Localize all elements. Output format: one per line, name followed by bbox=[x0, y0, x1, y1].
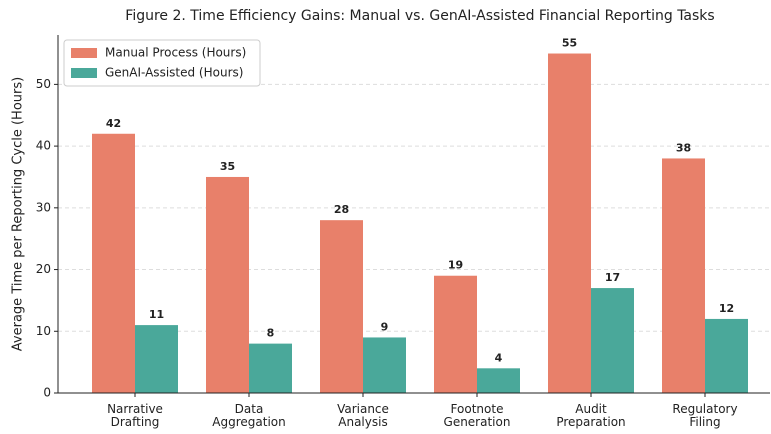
legend-label: GenAI-Assisted (Hours) bbox=[105, 66, 243, 80]
bar bbox=[92, 133, 135, 394]
value-label: 38 bbox=[676, 141, 691, 154]
legend-box bbox=[63, 39, 261, 87]
x-tick-label: Audit Preparation bbox=[556, 402, 625, 429]
value-label: 42 bbox=[106, 117, 121, 130]
x-tick-label: Variance Analysis bbox=[337, 402, 389, 429]
value-label: 55 bbox=[562, 37, 577, 50]
bar bbox=[548, 53, 591, 393]
value-label: 11 bbox=[149, 308, 164, 321]
bar bbox=[363, 337, 406, 393]
bar bbox=[135, 325, 178, 393]
y-axis-label: Average Time per Reporting Cycle (Hours) bbox=[11, 77, 26, 351]
value-label: 9 bbox=[381, 320, 389, 333]
y-tick-label: 30 bbox=[36, 200, 51, 214]
legend-label: Manual Process (Hours) bbox=[105, 46, 246, 60]
legend-swatch bbox=[71, 68, 97, 78]
value-label: 8 bbox=[267, 327, 275, 340]
bar bbox=[249, 343, 292, 393]
x-tick-label: Data Aggregation bbox=[212, 402, 285, 429]
x-tick-label: Regulatory Filing bbox=[672, 402, 737, 429]
y-tick-label: 0 bbox=[43, 386, 51, 400]
bar bbox=[662, 158, 705, 393]
value-label: 4 bbox=[495, 351, 503, 364]
chart-title: Figure 2. Time Efficiency Gains: Manual … bbox=[125, 8, 714, 24]
bar bbox=[206, 176, 249, 393]
y-tick-label: 50 bbox=[36, 77, 51, 91]
bar bbox=[705, 318, 748, 393]
bar bbox=[320, 220, 363, 393]
bar bbox=[477, 368, 520, 393]
value-label: 35 bbox=[220, 160, 235, 173]
legend-swatch bbox=[71, 48, 97, 58]
bar bbox=[591, 288, 634, 393]
y-tick-label: 10 bbox=[36, 324, 51, 338]
value-label: 19 bbox=[448, 259, 463, 272]
value-label: 12 bbox=[719, 302, 734, 315]
y-tick-label: 20 bbox=[36, 262, 51, 276]
x-tick-label: Narrative Drafting bbox=[107, 402, 163, 429]
bar bbox=[434, 275, 477, 393]
x-tick-label: Footnote Generation bbox=[444, 402, 511, 429]
value-label: 28 bbox=[334, 203, 349, 216]
value-label: 17 bbox=[605, 271, 620, 284]
y-tick-label: 40 bbox=[36, 139, 51, 153]
